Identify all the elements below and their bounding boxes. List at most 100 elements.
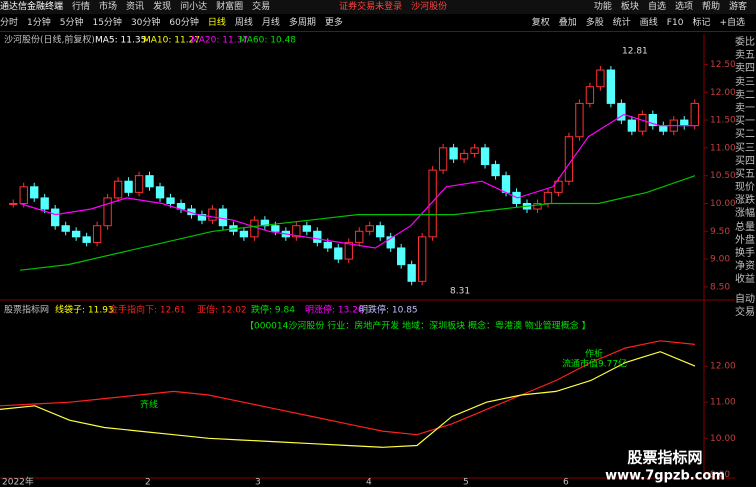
indicator-line (0, 340, 696, 436)
candle (355, 230, 364, 243)
period-tab[interactable]: 30分钟 (130, 18, 161, 28)
y-tick-label: 12.00 (710, 362, 735, 372)
annotation: 作析 (585, 348, 603, 360)
tool-tab[interactable]: 标记 (692, 18, 711, 28)
tool-tab[interactable]: 多股 (585, 18, 604, 28)
legend-entry: 明跌停: 10.85 (359, 304, 418, 316)
menu-item[interactable]: 帮助 (701, 2, 720, 12)
candle (459, 152, 469, 160)
legend-entry: MA60: 10.48 (239, 36, 296, 46)
side-label: 卖三 (735, 76, 755, 88)
legend-entry: 跌停: 9.84 (251, 304, 295, 316)
period-tab[interactable]: 分时 (0, 18, 19, 28)
candle (554, 180, 563, 193)
candle (659, 125, 668, 132)
y-tick-label: 12.00 (710, 88, 735, 98)
login-status[interactable]: 证券交易未登录 (339, 2, 403, 12)
candle (596, 69, 605, 88)
period-tab[interactable]: 5分钟 (59, 18, 84, 28)
app-title: 通达信金融终端 (0, 2, 64, 12)
x-tick-label: 2 (145, 478, 151, 487)
candle (155, 186, 165, 199)
x-tick-label: 6 (563, 478, 569, 487)
menu-item[interactable]: 问小达 (180, 2, 208, 12)
period-tab[interactable]: 15分钟 (92, 18, 122, 28)
side-label: 换手 (735, 248, 755, 259)
menu-right: 功能 板块 自选 选项 帮助 游客 (594, 0, 756, 14)
candle (82, 236, 91, 243)
y-tick-label: 9.00 (710, 255, 730, 265)
menu-item[interactable]: 板块 (620, 2, 639, 12)
candle (627, 119, 637, 132)
period-tab[interactable]: 月线 (261, 18, 280, 28)
side-label: 买四 (735, 155, 755, 167)
tool-tab[interactable]: 叠加 (558, 18, 577, 28)
high-label: 12.81 (622, 47, 648, 57)
menu-item[interactable]: 市场 (99, 2, 118, 12)
chart: 8.50 9.00 9.50 10.00 10.50 11.00 11.50 12.00 12.… (0, 34, 735, 487)
side-label: 交易 (735, 306, 755, 318)
y-tick-label: 8.50 (710, 282, 730, 292)
candle (376, 225, 385, 238)
side-label: 涨跌 (735, 195, 755, 207)
menu-item[interactable]: 资讯 (126, 2, 145, 12)
candle (30, 186, 39, 199)
side-label: 现价 (735, 182, 755, 194)
menu-item[interactable]: 自选 (647, 2, 666, 12)
legend-entry: 亚倍: 12.02 (197, 304, 247, 316)
candle (575, 102, 584, 138)
candle (428, 169, 437, 238)
candle (617, 102, 626, 121)
tool-tab[interactable]: F10 (666, 18, 684, 28)
watermark-title: 股票指标网 (627, 449, 702, 467)
chart-title: 沙河股份(日线,前复权) (4, 34, 95, 46)
period-tab[interactable]: 更多 (324, 18, 343, 28)
side-label: 总量 (735, 221, 755, 233)
period-tab[interactable]: 1分钟 (27, 18, 51, 28)
side-label: 净资 (735, 261, 755, 273)
tool-tab[interactable]: 统计 (612, 18, 631, 28)
candle (40, 197, 49, 210)
candle (292, 225, 301, 238)
menu-bar: 通达信金融终端 行情 市场 资讯 发现 问小达 财富圈 交易 证券交易未登录 沙河股份 功能 板块 自选… (0, 0, 756, 14)
y-tick-label: 9.50 (710, 227, 730, 237)
candle (103, 197, 112, 227)
legend-entry: MA5: 11.35 (95, 36, 146, 46)
menu-item[interactable]: 财富圈 (216, 2, 244, 12)
period-tab[interactable]: 多周期 (288, 18, 316, 28)
candle (323, 241, 332, 249)
panel-title: 股票指标网 (4, 304, 49, 316)
candle (302, 225, 311, 232)
candle (9, 202, 18, 205)
y-tick-label: 10.50 (710, 171, 735, 181)
y-tick-label: 10.00 (710, 199, 735, 209)
menu-item[interactable]: 交易 (252, 2, 271, 12)
candle (470, 147, 479, 154)
candle (543, 191, 553, 204)
tool-tabs: 复权 叠加 多股 统计 画线 F10 标记 +自选 (532, 16, 754, 31)
candle (365, 225, 374, 232)
menu-item[interactable]: 游客 (728, 2, 747, 12)
period-tab[interactable]: 60分钟 (169, 18, 199, 28)
side-label: 涨幅 (735, 208, 755, 220)
tool-tab[interactable]: 画线 (639, 18, 658, 28)
period-tab[interactable]: 周线 (234, 18, 253, 28)
tool-tab[interactable]: +自选 (719, 18, 745, 28)
side-panel: 委比 卖五 卖四 卖三 卖二 卖一 买一 买二 买三 买四 买五 现价 涨跌 涨幅 总量 外盘 换手 净资 收益 自动… (735, 36, 756, 319)
tool-tab[interactable]: 复权 (531, 18, 550, 28)
menu-item[interactable]: 发现 (153, 2, 172, 12)
menu-item[interactable]: 功能 (593, 2, 612, 12)
side-label: 外盘 (735, 234, 755, 246)
low-label: 8.31 (450, 287, 470, 297)
side-label: 买三 (735, 142, 755, 154)
side-label: 卖一 (735, 102, 755, 114)
period-tab[interactable]: 日线 (207, 18, 226, 28)
candle (113, 180, 123, 199)
indicator-line (0, 351, 696, 448)
y-tick-label: 9.00 (710, 470, 730, 480)
candle (648, 114, 657, 127)
candle (397, 247, 406, 266)
menu-item[interactable]: 选项 (674, 2, 693, 12)
menu-item[interactable]: 行情 (72, 2, 91, 12)
